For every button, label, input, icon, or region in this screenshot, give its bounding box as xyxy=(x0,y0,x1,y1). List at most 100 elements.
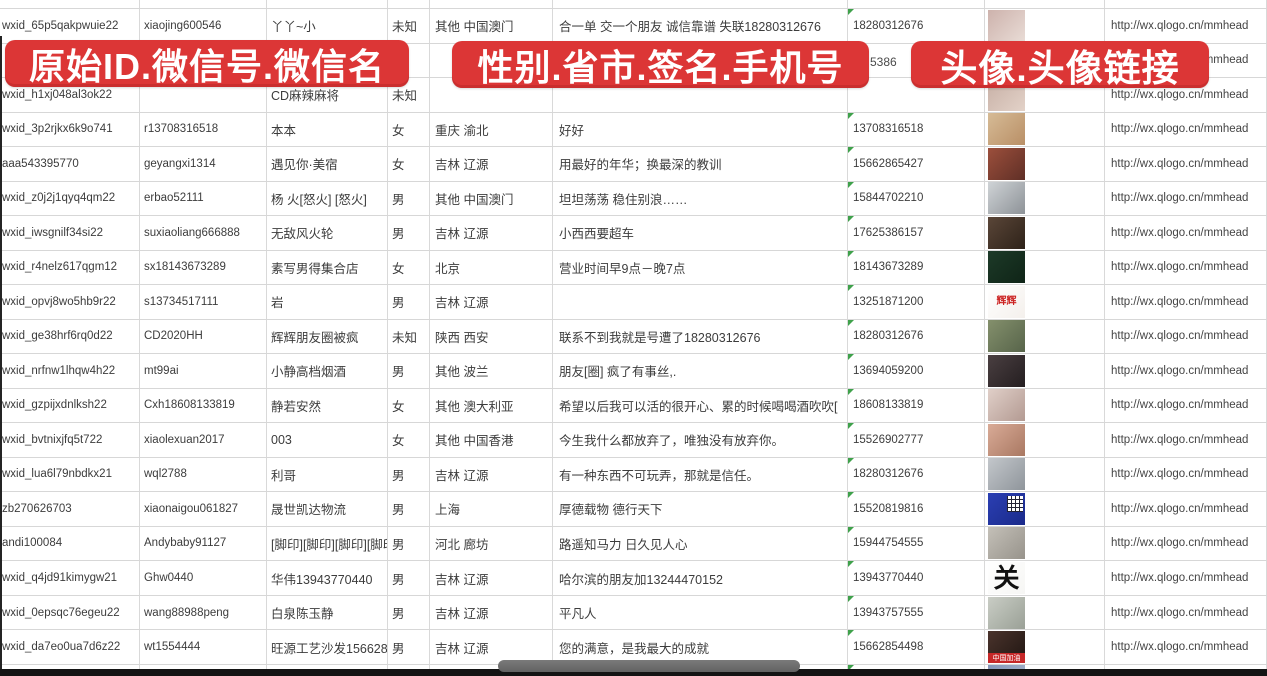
cell-wechat-id[interactable]: suxiaoliang666888 xyxy=(140,216,267,250)
cell-phone-number[interactable]: 18280312676 xyxy=(848,319,985,354)
cell-avatar-link[interactable]: http://wx.qlogo.cn/mmhead xyxy=(1105,112,1267,147)
cell-province-city[interactable] xyxy=(430,78,553,112)
cell-wechat-id[interactable]: xiaolexuan2017 xyxy=(140,423,267,457)
cell-phone-number[interactable]: 18280312676 xyxy=(848,457,985,492)
cell-avatar[interactable] xyxy=(985,388,1105,423)
cell-wechat-name[interactable]: 利哥 xyxy=(267,457,388,492)
cell-wechat-name[interactable]: 小静高档烟酒 xyxy=(267,354,388,388)
cell-avatar-link[interactable]: http://wx.qlogo.cn/mmhead xyxy=(1105,216,1267,250)
cell-wechat-id[interactable]: sx18143673289 xyxy=(140,250,267,285)
cell-wechat-id[interactable]: s13734517111 xyxy=(140,285,267,319)
cell-wechat-name[interactable]: 丫丫~小 xyxy=(267,9,388,43)
cell-original-id[interactable]: wxid_0epsqc76egeu22 xyxy=(0,595,140,630)
cell-phone-number[interactable]: 18608133819 xyxy=(848,388,985,423)
cell-phone-number[interactable]: 15944754555 xyxy=(848,526,985,561)
cell-wechat-name[interactable]: CD麻辣麻将 xyxy=(267,78,388,112)
cell-wechat-id[interactable]: mt99ai xyxy=(140,354,267,388)
cell-signature[interactable]: 希望以后我可以活的很开心、累的时候喝喝酒吹吹[ xyxy=(553,388,848,423)
cell-gender[interactable]: 女 xyxy=(388,423,430,457)
cell-signature[interactable]: 联系不到我就是号遭了18280312676 xyxy=(553,319,848,354)
cell-avatar[interactable]: 辉辉 xyxy=(985,285,1105,319)
horizontal-scrollbar-thumb[interactable] xyxy=(498,660,800,672)
cell-wechat-id[interactable]: CD2020HH xyxy=(140,319,267,354)
cell-province-city[interactable]: 北京 xyxy=(430,250,553,285)
cell-gender[interactable]: 未知 xyxy=(388,319,430,354)
cell-avatar-link[interactable]: http://wx.qlogo.cn/mmhead xyxy=(1105,561,1267,595)
cell-signature[interactable]: 有一种东西不可玩弄，那就是信任。 xyxy=(553,457,848,492)
cell-original-id[interactable]: wxid_z0j2j1qyq4qm22 xyxy=(0,181,140,216)
cell-wechat-id[interactable]: xiaojing600546 xyxy=(140,9,267,43)
cell-gender[interactable]: 男 xyxy=(388,216,430,250)
cell-signature[interactable]: 平凡人 xyxy=(553,595,848,630)
cell-gender[interactable]: 男 xyxy=(388,457,430,492)
cell-phone-number[interactable]: 15662854498 xyxy=(848,630,985,664)
cell-wechat-name[interactable]: 旺源工艺沙发15662854 xyxy=(267,630,388,664)
cell-province-city[interactable]: 重庆 渝北 xyxy=(430,112,553,147)
cell-wechat-name[interactable]: 遇见你·美宿 xyxy=(267,147,388,181)
cell-avatar[interactable] xyxy=(985,457,1105,492)
cell-province-city[interactable]: 其他 中国澳门 xyxy=(430,9,553,43)
cell-wechat-id[interactable]: xiaonaigou061827 xyxy=(140,492,267,526)
cell-original-id[interactable]: wxid_65p5qakpwuie22 xyxy=(0,9,140,43)
cell-original-id[interactable]: wxid_lua6l79nbdkx21 xyxy=(0,457,140,492)
cell-original-id[interactable]: wxid_ge38hrf6rq0d22 xyxy=(0,319,140,354)
cell-avatar-link[interactable]: http://wx.qlogo.cn/mmhead xyxy=(1105,285,1267,319)
cell-province-city[interactable]: 其他 澳大利亚 xyxy=(430,388,553,423)
cell-avatar[interactable] xyxy=(985,216,1105,250)
cell-gender[interactable]: 男 xyxy=(388,492,430,526)
cell-original-id[interactable]: wxid_nrfnw1lhqw4h22 xyxy=(0,354,140,388)
cell-wechat-id[interactable]: Andybaby91127 xyxy=(140,526,267,561)
cell-phone-number[interactable]: 13251871200 xyxy=(848,285,985,319)
cell-phone-number[interactable]: 18143673289 xyxy=(848,250,985,285)
cell-wechat-name[interactable]: 003 xyxy=(267,423,388,457)
cell-original-id[interactable]: andi100084 xyxy=(0,526,140,561)
cell-avatar-link[interactable]: http://wx.qlogo.cn/mmhead xyxy=(1105,319,1267,354)
cell-original-id[interactable]: aaa543395770 xyxy=(0,147,140,181)
cell-phone-number[interactable]: 13694059200 xyxy=(848,354,985,388)
cell-phone-number[interactable]: 17625386157 xyxy=(848,216,985,250)
cell-gender[interactable]: 男 xyxy=(388,595,430,630)
cell-original-id[interactable]: wxid_r4nelz617qgm12 xyxy=(0,250,140,285)
cell-wechat-id[interactable]: erbao52111 xyxy=(140,181,267,216)
cell-original-id[interactable]: wxid_iwsgnilf34si22 xyxy=(0,216,140,250)
cell-avatar-link[interactable]: http://wx.qlogo.cn/mmhead xyxy=(1105,181,1267,216)
cell-gender[interactable]: 女 xyxy=(388,388,430,423)
cell-signature[interactable]: 用最好的年华；换最深的教训 xyxy=(553,147,848,181)
cell-avatar[interactable] xyxy=(985,147,1105,181)
cell-gender[interactable]: 男 xyxy=(388,526,430,561)
cell-signature[interactable]: 合一单 交一个朋友 诚信靠谱 失联18280312676 xyxy=(553,9,848,43)
cell-gender[interactable]: 男 xyxy=(388,354,430,388)
cell-avatar[interactable] xyxy=(985,354,1105,388)
cell-original-id[interactable] xyxy=(0,0,140,8)
cell-avatar-link[interactable]: http://wx.qlogo.cn/mmhead xyxy=(1105,388,1267,423)
cell-signature[interactable]: 好好 xyxy=(553,112,848,147)
cell-province-city[interactable]: 河北 廊坊 xyxy=(430,526,553,561)
cell-province-city[interactable]: 其他 中国香港 xyxy=(430,423,553,457)
cell-signature[interactable]: 小西西要超车 xyxy=(553,216,848,250)
cell-avatar[interactable]: 关 xyxy=(985,561,1105,595)
cell-signature[interactable]: 今生我什么都放弃了，唯独没有放弃你。 xyxy=(553,423,848,457)
cell-avatar[interactable]: 中国加油 xyxy=(985,630,1105,664)
cell-avatar-link[interactable]: http://wx.qlogo.cn/mmhead xyxy=(1105,457,1267,492)
cell-gender[interactable]: 女 xyxy=(388,147,430,181)
cell-signature[interactable] xyxy=(553,78,848,112)
cell-province-city[interactable]: 吉林 辽源 xyxy=(430,216,553,250)
cell-signature[interactable]: 坦坦荡荡 稳住别浪…… xyxy=(553,181,848,216)
cell-original-id[interactable]: wxid_h1xj048al3ok22 xyxy=(0,78,140,112)
cell-phone-number[interactable]: 15526902777 xyxy=(848,423,985,457)
cell-avatar-link[interactable]: http://wx.qlogo.cn/mmhead xyxy=(1105,526,1267,561)
cell-avatar[interactable] xyxy=(985,181,1105,216)
cell-wechat-name[interactable]: 本本 xyxy=(267,112,388,147)
cell-avatar-link[interactable] xyxy=(1105,0,1267,8)
cell-avatar-link[interactable]: http://wx.qlogo.cn/mmhead xyxy=(1105,595,1267,630)
cell-wechat-id[interactable]: wang88988peng xyxy=(140,595,267,630)
cell-gender[interactable]: 未知 xyxy=(388,78,430,112)
cell-signature[interactable]: 您的满意，是我最大的成就 xyxy=(553,630,848,664)
cell-phone-number[interactable]: 15520819816 xyxy=(848,492,985,526)
cell-signature[interactable]: 营业时间早9点－晚7点 xyxy=(553,250,848,285)
cell-gender[interactable] xyxy=(388,43,430,78)
cell-wechat-name[interactable] xyxy=(267,0,388,8)
cell-wechat-name[interactable]: 静若安然 xyxy=(267,388,388,423)
cell-avatar[interactable] xyxy=(985,526,1105,561)
cell-gender[interactable]: 男 xyxy=(388,285,430,319)
